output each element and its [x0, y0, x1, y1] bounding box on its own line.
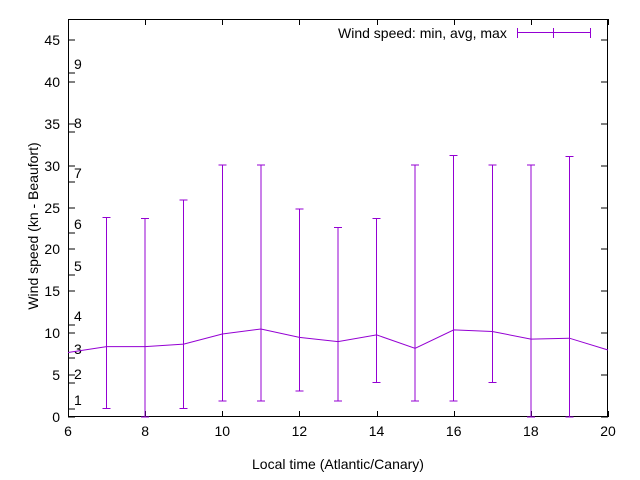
- x-tick-label: 12: [291, 423, 308, 439]
- x-tick-label: 20: [600, 423, 616, 439]
- y-tick-mark: [601, 123, 608, 125]
- y-tick-label: 30: [44, 157, 60, 174]
- y-tick-mark: [601, 332, 608, 334]
- x-tick-label: 8: [141, 423, 150, 439]
- legend-label: Wind speed: min, avg, max: [338, 25, 507, 41]
- x-tick-label: 16: [445, 423, 462, 439]
- y-tick-label: 35: [44, 115, 60, 132]
- y-tick-mark: [601, 416, 608, 418]
- beaufort-tick-mark: [69, 131, 75, 133]
- x-tick-mark: [222, 411, 224, 417]
- x-tick-mark: [530, 411, 532, 417]
- x-tick-mark: [145, 19, 147, 25]
- beaufort-tick-label: 4: [74, 307, 82, 324]
- x-tick-mark: [299, 19, 301, 25]
- y-tick-label: 5: [52, 367, 60, 384]
- x-tick-mark: [376, 411, 378, 417]
- y-tick-mark: [68, 248, 75, 250]
- x-tick-mark: [608, 411, 609, 417]
- beaufort-tick-label: 6: [74, 215, 82, 232]
- beaufort-tick-mark: [69, 274, 75, 276]
- x-tick-label: 18: [523, 423, 539, 439]
- x-tick-label: 10: [214, 423, 231, 439]
- beaufort-tick-mark: [69, 72, 75, 74]
- x-tick-mark: [68, 19, 69, 25]
- legend-cap-mid: [552, 28, 554, 38]
- y-tick-mark: [68, 332, 75, 334]
- beaufort-tick-mark: [69, 357, 75, 359]
- beaufort-tick-mark: [69, 382, 75, 384]
- x-tick-mark: [145, 411, 147, 417]
- x-tick-mark: [299, 411, 301, 417]
- y-tick-mark: [68, 290, 75, 292]
- y-tick-mark: [68, 123, 75, 125]
- x-tick-mark: [376, 19, 378, 25]
- x-tick-mark: [453, 411, 455, 417]
- legend-shaft: [516, 32, 591, 33]
- y-tick-mark: [68, 81, 75, 83]
- beaufort-tick-label: 3: [74, 341, 82, 358]
- y-tick-label: 40: [44, 73, 60, 90]
- x-axis-label: Local time (Atlantic/Canary): [252, 456, 424, 472]
- beaufort-tick-mark: [69, 181, 75, 183]
- y-tick-mark: [68, 165, 75, 167]
- beaufort-tick-label: 8: [74, 115, 82, 132]
- y-tick-mark: [68, 207, 75, 209]
- y-tick-label: 25: [44, 199, 60, 216]
- y-tick-mark: [601, 165, 608, 167]
- legend-errorbar-sample: [516, 27, 591, 39]
- x-tick-label: 6: [64, 423, 72, 439]
- y-tick-mark: [68, 416, 75, 418]
- y-tick-mark: [601, 290, 608, 292]
- y-axis-label: Wind speed (kn - Beaufort): [25, 142, 41, 310]
- x-tick-label: 14: [368, 423, 385, 439]
- y-tick-label: 10: [44, 325, 60, 342]
- y-tick-label: 20: [44, 241, 60, 258]
- y-tick-mark: [601, 81, 608, 83]
- x-tick-mark: [68, 411, 69, 417]
- beaufort-tick-label: 5: [74, 257, 82, 274]
- y-tick-label: 0: [52, 409, 60, 425]
- x-tick-mark: [453, 19, 455, 25]
- y-tick-mark: [601, 248, 608, 250]
- legend: Wind speed: min, avg, max: [338, 22, 591, 44]
- y-tick-label: 45: [44, 31, 60, 48]
- y-tick-mark: [68, 374, 75, 376]
- beaufort-tick-mark: [69, 324, 75, 326]
- y-tick-mark: [601, 39, 608, 41]
- x-tick-mark: [608, 19, 609, 25]
- x-tick-mark: [222, 19, 224, 25]
- y-tick-mark: [601, 374, 608, 376]
- y-tick-label: 15: [44, 283, 60, 300]
- x-tick-mark: [530, 19, 532, 25]
- plot-frame: [68, 19, 608, 417]
- y-tick-mark: [68, 39, 75, 41]
- legend-cap-left: [516, 28, 518, 38]
- beaufort-tick-mark: [69, 232, 75, 234]
- legend-cap-right: [589, 28, 591, 38]
- beaufort-tick-label: 1: [74, 391, 82, 408]
- beaufort-tick-label: 9: [74, 56, 82, 73]
- beaufort-tick-mark: [69, 408, 75, 410]
- beaufort-tick-label: 2: [74, 366, 82, 383]
- beaufort-tick-label: 7: [74, 165, 82, 182]
- y-tick-mark: [601, 207, 608, 209]
